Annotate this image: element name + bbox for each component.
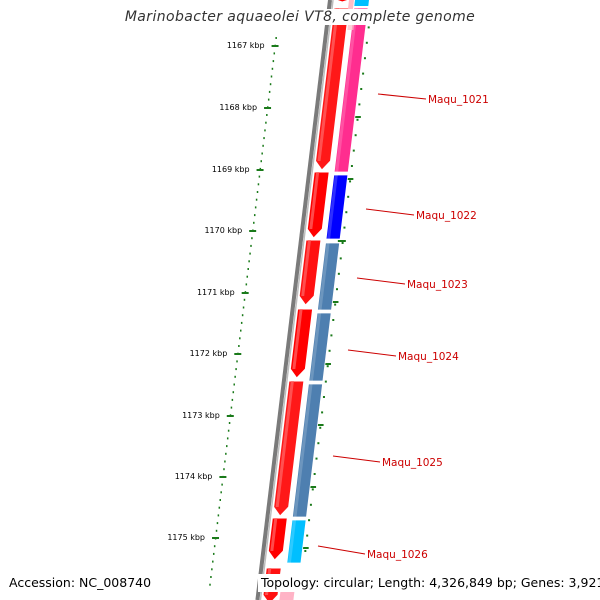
gene-block-partial [354,0,369,6]
gene-block [308,312,332,382]
gene-label: Maqu_1023 [407,279,468,291]
cds-arrow-shine [301,240,311,296]
scale-label: 1170 kbp [204,226,242,235]
gene-block [333,7,369,173]
gene-label: Maqu_1022 [416,210,477,222]
backbone-highlight [259,0,334,600]
scale-label: 1172 kbp [190,349,228,358]
gene-block-shine [287,520,297,563]
gene-block-shine [327,175,338,239]
gene-label: Maqu_1021 [428,94,489,106]
scale-label: 1171 kbp [197,288,235,297]
gene-label: Maqu_1024 [398,351,459,363]
scale-label: 1174 kbp [175,472,213,481]
gene-block-shine [293,384,313,517]
gene-block-partial [279,592,295,600]
cds-arrow-shine [292,309,303,369]
scale-label: 1173 kbp [182,411,220,420]
gene-block-partial [347,0,355,10]
map-title: Marinobacter aquaeolei VT8, complete gen… [122,9,478,25]
gene-callout-line [332,455,381,463]
cds-arrow-shine [275,381,294,507]
gene-callout-line [356,277,406,285]
scale-labels: 1167 kbp 1168 kbp 1169 kbp 1170 kbp 1171 kbp… [167,41,264,542]
gene-block-shine [318,243,330,310]
gene-callout-line [317,545,366,555]
gene-block [286,519,307,564]
accession-text: Accession: NC_008740 [6,574,155,592]
gene-block [291,383,323,518]
backbone [255,0,332,600]
cds-arrow-shine [317,8,340,161]
gene-block [317,242,341,311]
gene-label: Maqu_1026 [367,549,428,561]
gene-block-shine [309,313,322,381]
gene-block [325,174,349,240]
cds-arrow-shine [270,518,278,551]
gene-label: Maqu_1025 [382,457,443,469]
gene-features [279,0,369,600]
backbone-line [255,0,334,600]
gene-block-shine [335,8,359,172]
scale-label: 1175 kbp [167,533,205,542]
scale-label: 1167 kbp [227,41,265,50]
gene-callout-line [347,349,397,357]
cds-arrow [334,0,351,3]
gene-callout-line [377,93,427,100]
cds-arrow-shine [309,172,320,229]
gene-callout-line [365,208,415,216]
scale-label: 1168 kbp [219,103,257,112]
genome-summary-text: Topology: circular; Length: 4,326,849 bp… [258,574,600,592]
gene-callouts: Maqu_1021 Maqu_1022 Maqu_1023 Maqu_1024 Maqu… [317,93,489,561]
cds-arrow [267,517,288,561]
scale-label: 1169 kbp [212,165,250,174]
